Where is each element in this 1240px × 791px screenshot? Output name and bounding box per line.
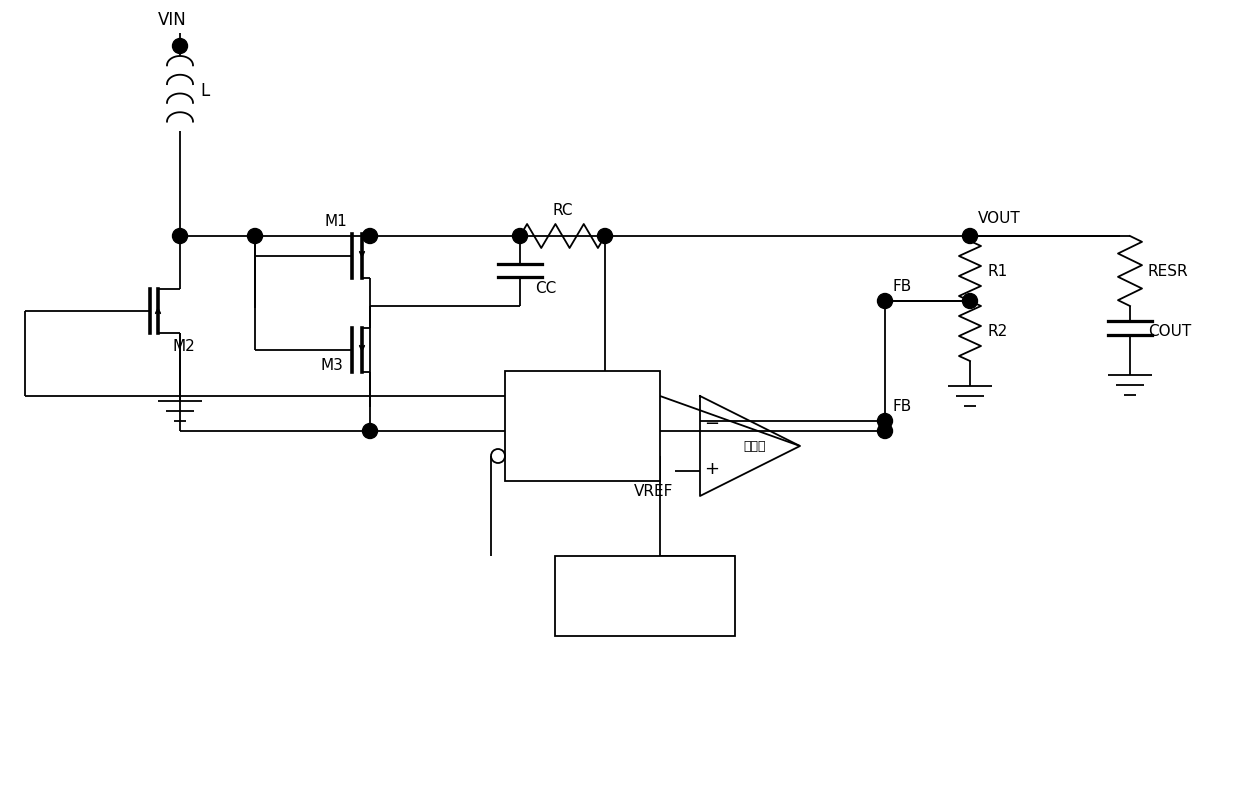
Text: VREF: VREF: [634, 484, 673, 499]
Text: −: −: [704, 414, 719, 433]
Text: R2: R2: [988, 324, 1008, 339]
Text: 导通时间: 导通时间: [629, 577, 662, 591]
Text: M2: M2: [172, 339, 195, 354]
Text: COUT: COUT: [1148, 324, 1192, 339]
Circle shape: [248, 229, 263, 244]
Text: 比较器: 比较器: [744, 440, 766, 452]
Text: $\overline{Q}$: $\overline{Q}$: [527, 445, 541, 467]
Circle shape: [172, 39, 187, 54]
Text: RC: RC: [552, 203, 573, 218]
Text: 控制电路: 控制电路: [629, 601, 662, 615]
Circle shape: [172, 229, 187, 244]
Circle shape: [878, 423, 893, 438]
Text: L: L: [200, 82, 210, 100]
Circle shape: [962, 229, 977, 244]
Text: R1: R1: [988, 263, 1008, 278]
Text: Q: Q: [527, 388, 539, 403]
Text: FB: FB: [893, 279, 913, 294]
Text: VIN: VIN: [157, 11, 186, 29]
Circle shape: [362, 423, 377, 438]
Circle shape: [598, 229, 613, 244]
Bar: [505, 371, 660, 481]
Circle shape: [962, 293, 977, 308]
Text: M3: M3: [320, 358, 343, 373]
Text: VOUT: VOUT: [978, 211, 1021, 226]
Circle shape: [512, 229, 527, 244]
Text: RESR: RESR: [1148, 263, 1189, 278]
Text: CC: CC: [534, 281, 557, 296]
Text: R: R: [627, 448, 639, 464]
Circle shape: [878, 414, 893, 429]
Text: +: +: [704, 460, 719, 478]
Circle shape: [362, 229, 377, 244]
Circle shape: [878, 293, 893, 308]
Bar: [556, 556, 735, 636]
Text: S: S: [629, 388, 639, 403]
Text: M1: M1: [325, 214, 347, 229]
Text: FB: FB: [893, 399, 913, 414]
